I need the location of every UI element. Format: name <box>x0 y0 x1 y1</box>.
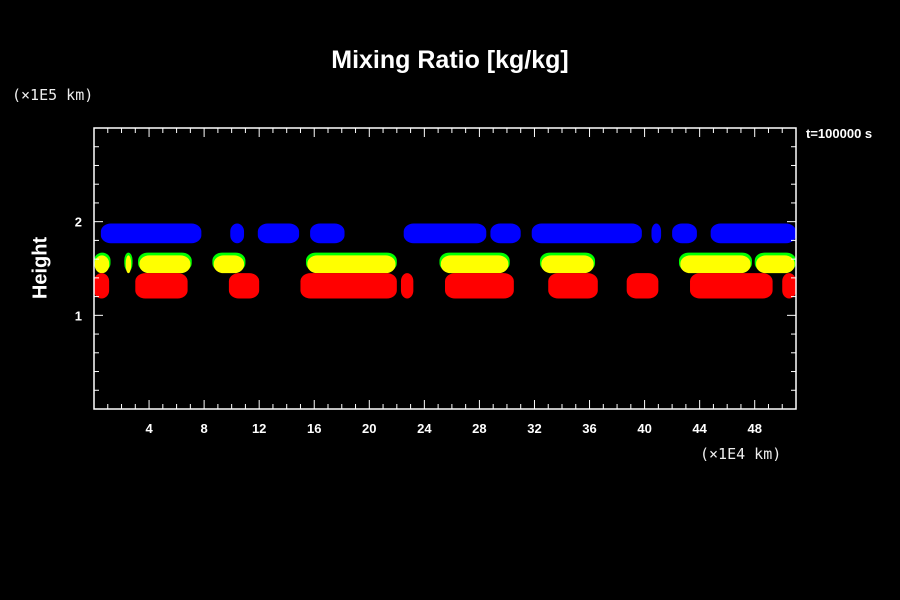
x-axis-unit: (×1E4 km) <box>700 445 782 463</box>
yellow-region-1 <box>125 255 132 274</box>
blue-region-7 <box>651 223 662 244</box>
blue-region-9 <box>710 223 796 244</box>
x-tick-label-40: 40 <box>637 421 651 436</box>
x-tick-label-28: 28 <box>472 421 486 436</box>
red-region-3 <box>300 273 397 299</box>
red-region-2 <box>228 273 260 299</box>
x-tick-label-24: 24 <box>417 421 432 436</box>
x-tick-label-44: 44 <box>692 421 707 436</box>
red-region-8 <box>690 273 773 299</box>
x-axis: 4 8 12 16 20 24 28 32 36 40 44 48 <box>107 128 783 436</box>
blue-region-2 <box>257 223 300 244</box>
chart-title: Mixing Ratio [kg/kg] <box>331 46 569 74</box>
yellow-region-4 <box>307 255 396 274</box>
yellow-region-2 <box>139 255 191 274</box>
blue-region-5 <box>490 223 521 244</box>
red-region-4 <box>400 273 414 299</box>
plot-frame <box>93 127 797 410</box>
blue-region-8 <box>672 223 697 244</box>
yellow-region-7 <box>680 255 751 274</box>
x-tick-label-32: 32 <box>527 421 541 436</box>
yellow-region-0 <box>94 255 110 274</box>
x-tick-label-12: 12 <box>252 421 266 436</box>
red-region-1 <box>135 273 188 299</box>
yellow-region-5 <box>440 255 509 274</box>
yellow-region-6 <box>541 255 594 274</box>
x-tick-label-48: 48 <box>747 421 761 436</box>
yellow-region-8 <box>756 255 795 274</box>
data-layers <box>94 223 796 299</box>
blue-region-1 <box>230 223 245 244</box>
blue-region-6 <box>531 223 642 244</box>
red-region-0 <box>94 273 110 299</box>
x-tick-label-16: 16 <box>307 421 321 436</box>
blue-region-4 <box>403 223 487 244</box>
blue-region-0 <box>100 223 202 244</box>
y-tick-label-1: 1 <box>75 308 82 323</box>
x-tick-label-20: 20 <box>362 421 376 436</box>
yellow-region-3 <box>213 255 245 274</box>
red-region-6 <box>548 273 598 299</box>
x-tick-label-36: 36 <box>582 421 596 436</box>
y-axis: 12 <box>75 146 796 391</box>
blue-region-3 <box>310 223 345 244</box>
x-tick-label-8: 8 <box>201 421 208 436</box>
y-tick-label-2: 2 <box>75 215 82 230</box>
red-region-9 <box>782 273 796 299</box>
time-label: t=100000 s <box>806 126 873 141</box>
x-tick-label-4: 4 <box>145 421 153 436</box>
red-region-7 <box>626 273 659 299</box>
red-region-5 <box>445 273 514 299</box>
y-axis-unit: (×1E5 km) <box>12 86 94 104</box>
